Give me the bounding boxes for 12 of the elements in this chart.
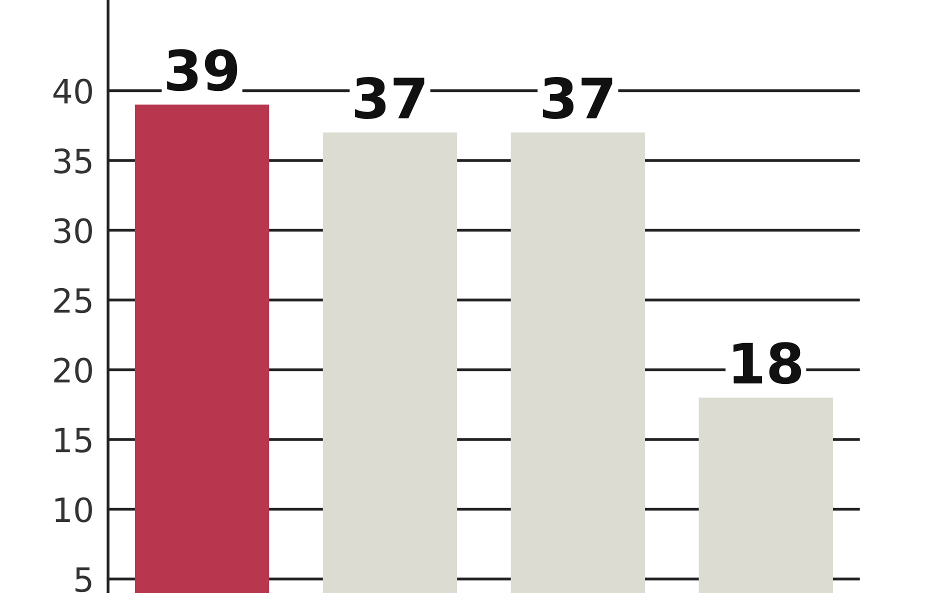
y-tick-label: 10 [55, 497, 92, 522]
y-tick-label: 40 [53, 78, 92, 104]
data-label: 37 [542, 76, 612, 120]
y-tick-label: 15 [55, 428, 92, 453]
y-tick-label: 20 [54, 358, 92, 383]
y-tick-label: 30 [54, 218, 92, 244]
y-tick-label: 5 [76, 567, 92, 592]
y-tick-label: 35 [54, 148, 92, 174]
data-label: 37 [355, 76, 424, 120]
data-label: 39 [167, 49, 238, 92]
data-label: 18 [733, 342, 802, 384]
y-tick-label: 25 [54, 288, 92, 314]
